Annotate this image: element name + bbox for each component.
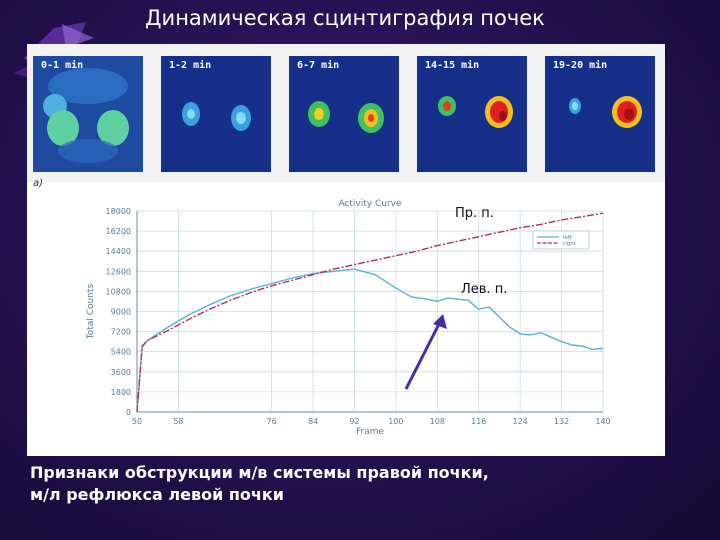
legend-box <box>532 230 590 250</box>
y-tick-label: 18000 <box>106 207 131 216</box>
x-tick-label: 116 <box>471 417 486 426</box>
frame-1-2: 1-2 min <box>161 56 271 172</box>
x-tick-label: 76 <box>267 417 277 426</box>
annotation-left-kidney: Лев. п. <box>461 282 507 297</box>
frame-label: 0-1 min <box>41 60 84 71</box>
caption-line-1: Признаки обструкции м/в системы правой п… <box>30 463 489 482</box>
x-tick-label: 108 <box>430 417 445 426</box>
y-tick-label: 7200 <box>111 328 131 337</box>
y-tick-label: 12600 <box>106 267 131 276</box>
y-axis-label: Total Counts <box>86 284 96 341</box>
kidney-scan-image <box>417 56 527 172</box>
kidney-scan-image <box>289 56 399 172</box>
y-tick-label: 5400 <box>111 348 131 357</box>
x-tick-label: 58 <box>173 417 183 426</box>
caption-line-2: м/л рефлюкса левой почки <box>30 485 284 504</box>
x-tick-label: 124 <box>513 417 528 426</box>
frame-19-20: 19-20 min <box>545 56 655 172</box>
frame-label: 19-20 min <box>553 60 608 71</box>
x-tick-label: 92 <box>349 417 359 426</box>
frame-0-1: 0-1 min <box>33 56 143 172</box>
chart-title: Activity Curve <box>338 199 402 209</box>
legend-label-left: left <box>563 235 573 241</box>
x-tick-label: 132 <box>554 417 569 426</box>
annotation-arrow-head <box>433 314 447 329</box>
kidney-scan-image <box>33 56 143 172</box>
frame-label: 6-7 min <box>297 60 340 71</box>
y-tick-label: 10800 <box>106 287 131 296</box>
slide-title: Динамическая сцинтиграфия почек <box>145 6 545 30</box>
y-tick-label: 1800 <box>111 388 131 397</box>
x-tick-label: 84 <box>308 417 318 426</box>
series-line-left <box>136 268 604 413</box>
annotation-arrow-shaft <box>404 321 442 390</box>
frame-14-15: 14-15 min <box>417 56 527 172</box>
frame-6-7: 6-7 min <box>289 56 399 172</box>
x-tick-label: 50 <box>132 417 142 426</box>
frame-label: 14-15 min <box>425 60 480 71</box>
y-tick-label: 9000 <box>111 308 131 317</box>
legend-label-right: right <box>563 241 577 247</box>
x-axis-label: Frame <box>356 427 385 437</box>
x-tick-label: 100 <box>388 417 403 426</box>
x-tick-label: 140 <box>595 417 610 426</box>
annotation-right-kidney: Пр. п. <box>455 206 494 221</box>
kidney-scan-image <box>161 56 271 172</box>
caption: Признаки обструкции м/в системы правой п… <box>30 462 670 506</box>
y-tick-label: 16200 <box>106 227 131 236</box>
frame-label: 1-2 min <box>169 60 212 71</box>
y-tick-label: 14400 <box>106 247 131 256</box>
y-tick-label: 0 <box>126 408 131 417</box>
series-line-right <box>136 212 604 413</box>
kidney-scan-image <box>545 56 655 172</box>
y-tick-label: 3600 <box>111 368 131 377</box>
figure-letter: а) <box>33 178 44 189</box>
